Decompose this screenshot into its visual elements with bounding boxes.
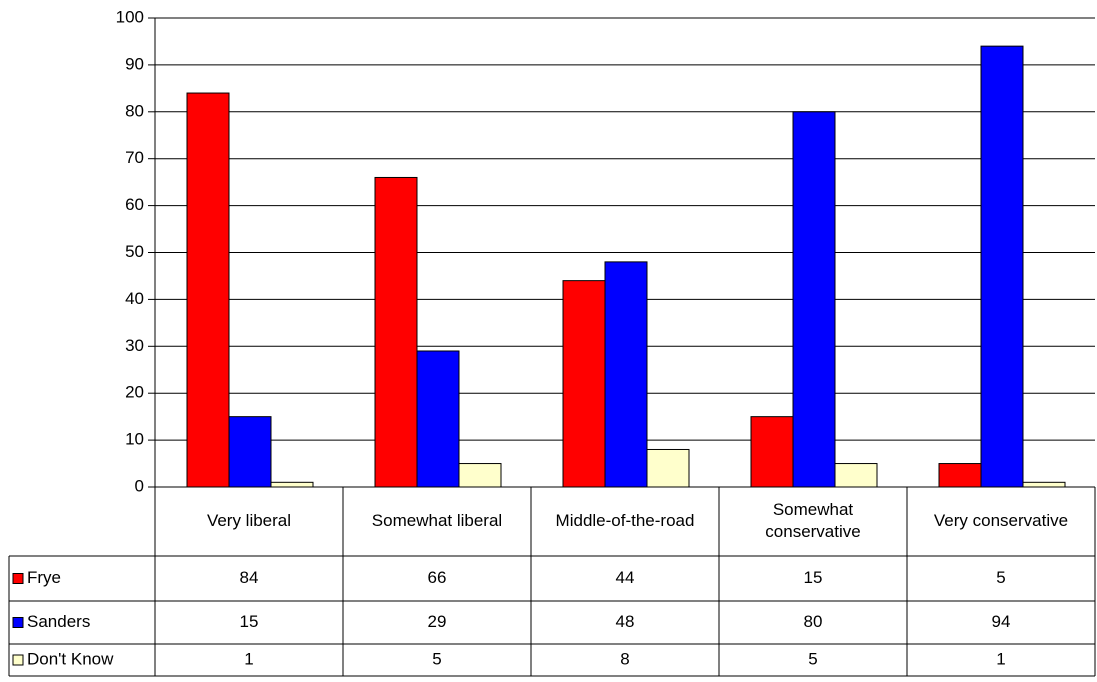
y-tick-label: 70: [125, 148, 144, 167]
table-value: 66: [428, 568, 447, 587]
legend-label: Don't Know: [27, 649, 114, 668]
table-value: 5: [432, 649, 441, 668]
bar: [646, 448, 690, 488]
y-tick-label: 100: [116, 7, 144, 26]
category-label: Middle-of-the-road: [556, 511, 695, 530]
legend-label: Sanders: [27, 612, 90, 631]
y-tick-label: 80: [125, 101, 144, 120]
table-value: 94: [992, 612, 1011, 631]
bar: [938, 463, 982, 488]
y-tick-label: 60: [125, 195, 144, 214]
bar: [270, 481, 314, 488]
bar: [562, 280, 606, 488]
y-tick-label: 40: [125, 289, 144, 308]
category-label: conservative: [765, 522, 860, 541]
table-value: 15: [804, 568, 823, 587]
table-value: 80: [804, 612, 823, 631]
bar: [750, 416, 794, 488]
table-value: 5: [996, 568, 1005, 587]
bar: [1022, 481, 1066, 488]
table-value: 15: [240, 612, 259, 631]
category-label: Somewhat liberal: [372, 511, 502, 530]
bar: [792, 111, 836, 488]
table-value: 44: [616, 568, 635, 587]
y-tick-label: 30: [125, 336, 144, 355]
bar: [834, 463, 878, 488]
category-label: Very conservative: [934, 511, 1068, 530]
legend-key: [12, 617, 24, 628]
y-tick-label: 0: [135, 476, 144, 495]
table-value: 5: [808, 649, 817, 668]
table-value: 48: [616, 612, 635, 631]
y-tick-label: 20: [125, 383, 144, 402]
bar: [416, 350, 460, 488]
category-label: Somewhat: [773, 500, 854, 519]
y-tick-label: 50: [125, 242, 144, 261]
bar: [980, 45, 1024, 488]
legend-key: [12, 573, 24, 584]
bar: [374, 176, 418, 488]
y-tick-label: 90: [125, 54, 144, 73]
table-value: 84: [240, 568, 259, 587]
bar: [186, 92, 230, 488]
table-value: 8: [620, 649, 629, 668]
category-label: Very liberal: [207, 511, 291, 530]
legend-label: Frye: [27, 568, 61, 587]
table-value: 29: [428, 612, 447, 631]
y-tick-label: 10: [125, 430, 144, 449]
bar: [228, 416, 272, 488]
bar: [604, 261, 648, 488]
bar: [458, 463, 502, 488]
legend-key: [12, 654, 24, 666]
table-value: 1: [996, 649, 1005, 668]
table-value: 1: [244, 649, 253, 668]
